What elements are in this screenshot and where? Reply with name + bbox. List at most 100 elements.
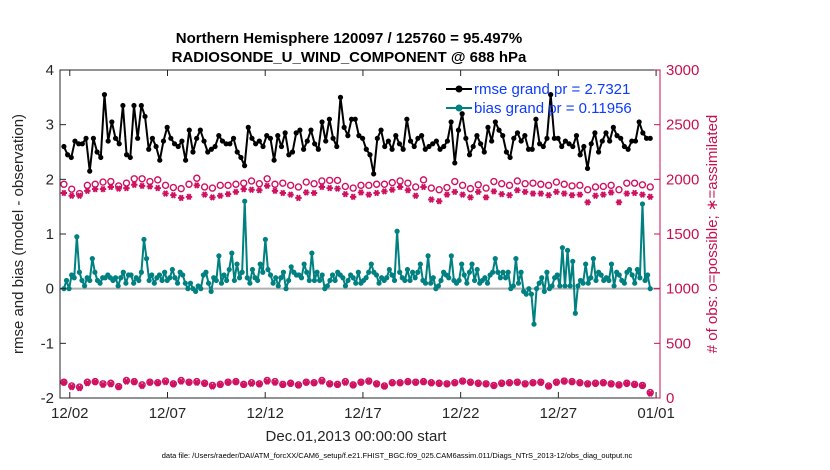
bias-point (391, 277, 398, 284)
rmse-point (603, 130, 609, 136)
low-obs-assimilated-point (60, 379, 68, 386)
legend-rmse-label: rmse grand pr = 2.7321 (474, 81, 630, 98)
rmse-point (264, 133, 270, 139)
obs-assimilated-point (326, 184, 333, 192)
obs-possible-point (497, 180, 506, 188)
obs-assimilated-point (389, 186, 396, 193)
rmse-point (485, 124, 491, 130)
rmse-point (256, 138, 262, 144)
obs-assimilated-point (475, 188, 482, 196)
bias-point (588, 275, 594, 281)
rmse-point (293, 130, 299, 136)
obs-possible-point (99, 178, 107, 186)
bias-point (526, 286, 532, 292)
rmse-point (548, 92, 554, 98)
left-tick-label: 2 (46, 171, 54, 188)
bias-point (373, 272, 380, 278)
bias-point (350, 275, 356, 281)
bias-point (89, 256, 95, 262)
low-obs-assimilated-point (318, 378, 326, 385)
obs-possible-point (544, 181, 553, 190)
rmse-point (168, 135, 174, 141)
rmse-point (312, 141, 318, 147)
rmse-point (433, 138, 439, 144)
rmse-point (175, 143, 181, 150)
low-obs-assimilated-point (521, 381, 529, 388)
bias-point (456, 277, 462, 284)
rmse-point (588, 141, 594, 147)
bias-point (340, 275, 346, 281)
rmse-point (463, 135, 469, 141)
low-obs-assimilated-point (162, 378, 169, 386)
rmse-point (337, 94, 344, 100)
rmse-point (345, 133, 351, 139)
bias-point (642, 277, 648, 284)
plot-area (59, 69, 661, 399)
rmse-point (610, 124, 616, 130)
bias-point (415, 269, 421, 275)
bias-point (187, 280, 194, 286)
bias-point (301, 261, 307, 267)
obs-possible-point (490, 177, 498, 186)
rmse-point (64, 152, 71, 158)
obs-assimilated-point (224, 190, 232, 198)
obs-possible-point (396, 177, 404, 185)
right-tick-label: 1500 (666, 226, 699, 243)
x-tick-label: 12/22 (442, 405, 480, 422)
bias-point (123, 280, 129, 286)
obs-possible-point (154, 176, 162, 184)
bias-point (87, 277, 93, 284)
chart-title-line-1: Northern Hemisphere 120097 / 125760 = 95… (176, 30, 522, 47)
rmse-point (326, 116, 333, 122)
bias-point (169, 266, 175, 273)
rmse-point (116, 141, 122, 147)
rmse-point (363, 146, 369, 152)
rmse-point (396, 141, 403, 147)
bias-point (583, 261, 589, 267)
obs-possible-point (466, 184, 475, 193)
bias-point (314, 269, 320, 275)
rmse-point (533, 116, 539, 122)
bias-point (262, 236, 268, 243)
obs-possible-point (107, 177, 115, 186)
obs-possible-point (83, 181, 92, 190)
obs-assimilated-point (115, 185, 122, 192)
rmse-point (260, 143, 266, 150)
obs-assimilated-point (357, 189, 365, 196)
obs-assimilated-point (240, 185, 247, 193)
rmse-point (83, 135, 89, 141)
obs-possible-point (583, 186, 592, 194)
rmse-point (142, 113, 148, 120)
rmse-point (160, 138, 167, 144)
obs-assimilated-point (342, 190, 349, 198)
rmse-point (444, 138, 451, 144)
rmse-point (212, 143, 218, 150)
bias-point (156, 272, 163, 278)
obs-assimilated-point (420, 183, 427, 191)
bias-point (355, 269, 361, 275)
rmse-point (179, 138, 185, 144)
bias-point (345, 277, 351, 284)
rmse-point (430, 141, 436, 147)
bias-point (608, 261, 615, 267)
obs-assimilated-point (303, 189, 310, 196)
rmse-point (94, 149, 100, 155)
rmse-point (573, 133, 580, 139)
obs-assimilated-point (287, 191, 294, 198)
obs-assimilated-point (623, 190, 630, 197)
low-obs-assimilated-point (529, 379, 537, 387)
obs-possible-point (216, 181, 224, 190)
bias-point (128, 272, 134, 278)
rmse-point (72, 138, 78, 144)
bias-point (554, 272, 560, 278)
bias-point (213, 277, 219, 284)
bias-point (273, 275, 279, 281)
rmse-point (182, 157, 189, 163)
rmse-point (452, 160, 458, 166)
obs-assimilated-point (263, 182, 271, 190)
rmse-point (286, 152, 292, 158)
rmse-point (551, 135, 557, 141)
bias-point (283, 286, 289, 292)
bias-point (182, 280, 188, 286)
obs-possible-point (271, 180, 279, 188)
